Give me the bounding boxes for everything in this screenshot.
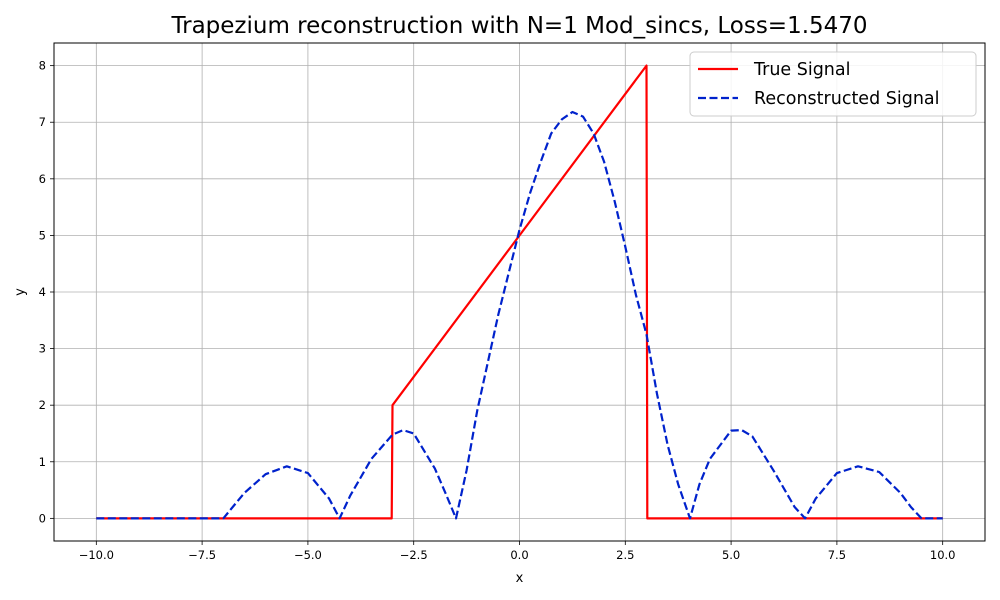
y-tick-label: 2 [39, 398, 46, 412]
y-axis-label: y [13, 288, 28, 296]
series-line-1 [96, 64, 943, 520]
x-tick-label: −2.5 [400, 548, 428, 562]
legend-box [689, 51, 977, 117]
x-tick-label: −5.0 [294, 548, 322, 562]
y-tick-label: 4 [39, 285, 46, 299]
y-tick-label: 3 [39, 342, 46, 356]
legend-label: True Signal [753, 60, 851, 80]
legend-label: Reconstructed Signal [754, 89, 940, 109]
ticks: −10.0 −7.5 −5.0 −2.5 0.0 2.5 5.0 7.5 10.0 0 1 2 3 4 5 6… [39, 59, 956, 562]
y-tick-label: 5 [39, 228, 46, 242]
grid [54, 43, 985, 541]
x-tick-label: 0.0 [510, 548, 528, 562]
chart-title: Trapezium reconstruction with N=1 Mod_si… [170, 13, 867, 39]
x-tick-label: −10.0 [79, 548, 114, 562]
x-tick-label: 7.5 [828, 548, 846, 562]
x-tick-label: 5.0 [722, 548, 740, 562]
x-tick-label: 10.0 [930, 548, 956, 562]
y-tick-label: 6 [39, 172, 46, 186]
x-axis-label: x [516, 571, 524, 586]
series-layer [96, 64, 943, 520]
legend: True Signal Reconstructed Signal [689, 51, 977, 117]
y-tick-label: 1 [39, 455, 46, 469]
y-tick-label: 7 [39, 115, 46, 129]
x-tick-label: −7.5 [188, 548, 216, 562]
series-line-2 [96, 110, 943, 520]
x-tick-label: 2.5 [616, 548, 634, 562]
y-tick-label: 0 [39, 511, 46, 525]
y-tick-label: 8 [39, 59, 46, 73]
